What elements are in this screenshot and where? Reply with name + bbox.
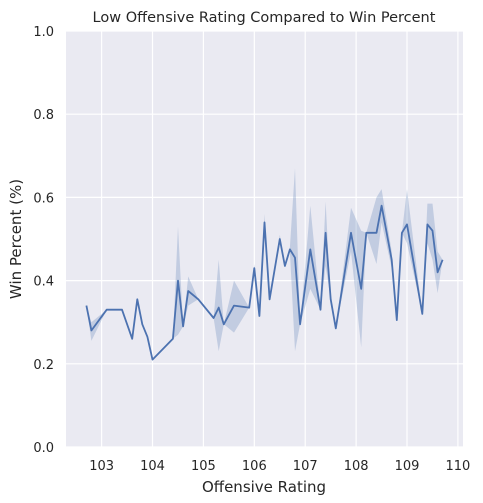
chart-title: Low Offensive Rating Compared to Win Per… [93, 10, 436, 26]
x-tick-label: 104 [140, 459, 165, 474]
series-line [85, 204, 444, 361]
y-axis-label: Win Percent (%) [7, 179, 25, 299]
x-tick-labels: 103 104 105 106 107 108 109 110 [89, 459, 470, 474]
y-tick-labels: 0.0 0.2 0.4 0.6 0.8 1.0 [33, 25, 54, 456]
x-axis-label: Offensive Rating [202, 478, 326, 496]
x-tick-label: 110 [445, 459, 470, 474]
plot-area [66, 31, 463, 447]
grid-lines [66, 30, 463, 448]
x-tick-label: 103 [89, 459, 114, 474]
series-line-group [85, 204, 444, 361]
y-tick-label: 0.0 [33, 441, 54, 456]
y-tick-label: 0.2 [33, 358, 54, 373]
y-tick-label: 0.4 [33, 275, 54, 290]
y-tick-label: 0.8 [33, 108, 54, 123]
x-tick-label: 108 [344, 459, 369, 474]
x-tick-label: 107 [293, 459, 318, 474]
x-tick-label: 106 [242, 459, 267, 474]
x-tick-label: 109 [395, 459, 420, 474]
y-tick-label: 0.6 [33, 191, 54, 206]
y-tick-label: 1.0 [33, 25, 54, 40]
x-tick-label: 105 [191, 459, 216, 474]
